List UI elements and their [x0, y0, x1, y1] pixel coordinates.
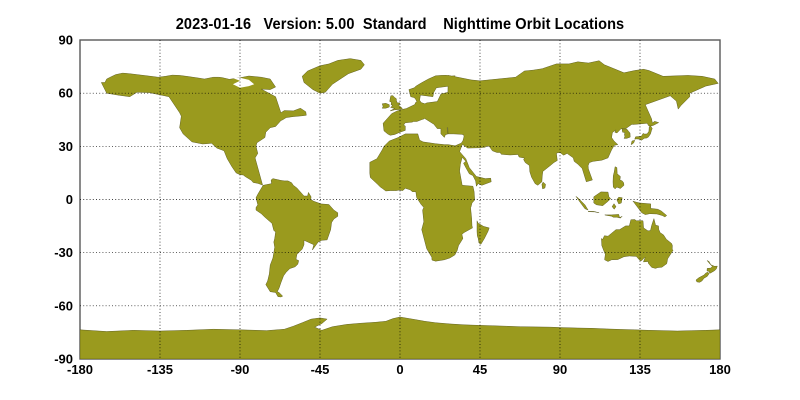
svg-text:60: 60 [59, 86, 73, 101]
svg-text:90: 90 [553, 362, 567, 377]
svg-text:0: 0 [396, 362, 403, 377]
svg-text:-45: -45 [311, 362, 330, 377]
svg-text:180: 180 [709, 362, 731, 377]
svg-text:45: 45 [473, 362, 487, 377]
svg-text:-180: -180 [67, 362, 93, 377]
svg-text:0: 0 [66, 192, 73, 207]
svg-text:-90: -90 [231, 362, 250, 377]
svg-text:-135: -135 [147, 362, 173, 377]
svg-text:90: 90 [59, 33, 73, 48]
svg-text:-60: -60 [54, 298, 73, 313]
svg-text:30: 30 [59, 139, 73, 154]
svg-text:-30: -30 [54, 245, 73, 260]
svg-text:135: 135 [629, 362, 651, 377]
